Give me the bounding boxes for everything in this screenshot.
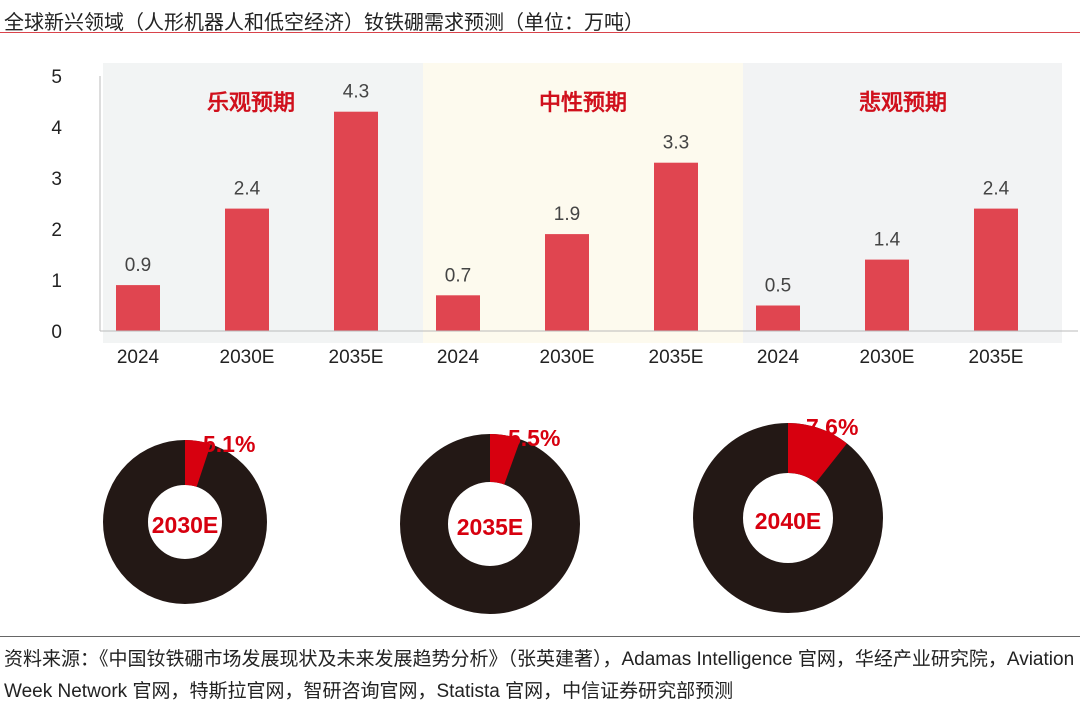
donut-slice xyxy=(788,423,847,483)
source-note: 资料来源：《中国钕铁硼市场发展现状及未来发展趋势分析》（张英建著），Adamas… xyxy=(4,649,1075,702)
data-label: 0.9 xyxy=(125,255,151,276)
chart-area: 乐观预期 0.9 2024 2.4 2030E 4.3 2035E 中性预期 0.7 2024 1.… xyxy=(51,63,1078,614)
scenario-label: 乐观预期 xyxy=(207,90,295,115)
y-tick-label: 1 xyxy=(51,271,62,292)
data-label: 4.3 xyxy=(343,82,369,103)
x-tick-label: 2024 xyxy=(437,347,480,368)
x-tick-label: 2030E xyxy=(540,347,595,368)
bar xyxy=(654,162,698,331)
x-tick-label: 2030E xyxy=(860,347,915,368)
donut-slice xyxy=(490,434,521,485)
data-label: 1.4 xyxy=(874,230,901,251)
data-label: 2.4 xyxy=(234,179,261,200)
donut-center-label: 2030E xyxy=(152,512,219,538)
donut-slice xyxy=(185,440,211,487)
data-label: 0.7 xyxy=(445,265,471,286)
x-tick-label: 2035E xyxy=(969,347,1024,368)
bar xyxy=(225,208,269,331)
bar xyxy=(545,234,589,331)
y-tick-label: 4 xyxy=(51,118,62,139)
y-tick-label: 3 xyxy=(51,169,62,190)
donut-percent-label: 7.6% xyxy=(806,414,858,440)
donut-percent-label: 5.1% xyxy=(203,431,255,457)
donut-center-label: 2040E xyxy=(755,508,822,534)
bar xyxy=(334,111,378,331)
data-label: 0.5 xyxy=(765,276,791,297)
footer-divider xyxy=(0,636,1080,637)
x-tick-label: 2024 xyxy=(117,347,160,368)
bar xyxy=(865,259,909,331)
donut-center-label: 2035E xyxy=(457,514,524,540)
y-tick-label: 0 xyxy=(51,322,62,343)
x-tick-label: 2035E xyxy=(649,347,704,368)
title-divider xyxy=(0,32,1080,33)
chart-title: 全球新兴领域（人形机器人和低空经济）钕铁硼需求预测（单位：万吨） xyxy=(4,12,644,34)
data-label: 3.3 xyxy=(663,133,689,154)
donut-percent-label: 5.5% xyxy=(508,425,560,451)
bar xyxy=(436,295,480,331)
bar xyxy=(116,285,160,331)
y-tick-label: 2 xyxy=(51,220,62,241)
data-label: 1.9 xyxy=(554,204,580,225)
bar xyxy=(974,208,1018,331)
scenario-label: 中性预期 xyxy=(539,90,627,115)
x-tick-label: 2030E xyxy=(220,347,275,368)
data-label: 2.4 xyxy=(983,179,1010,200)
scenario-label: 悲观预期 xyxy=(859,90,947,115)
x-tick-label: 2024 xyxy=(757,347,800,368)
x-tick-label: 2035E xyxy=(329,347,384,368)
bar xyxy=(756,305,800,331)
y-tick-label: 5 xyxy=(51,67,62,88)
